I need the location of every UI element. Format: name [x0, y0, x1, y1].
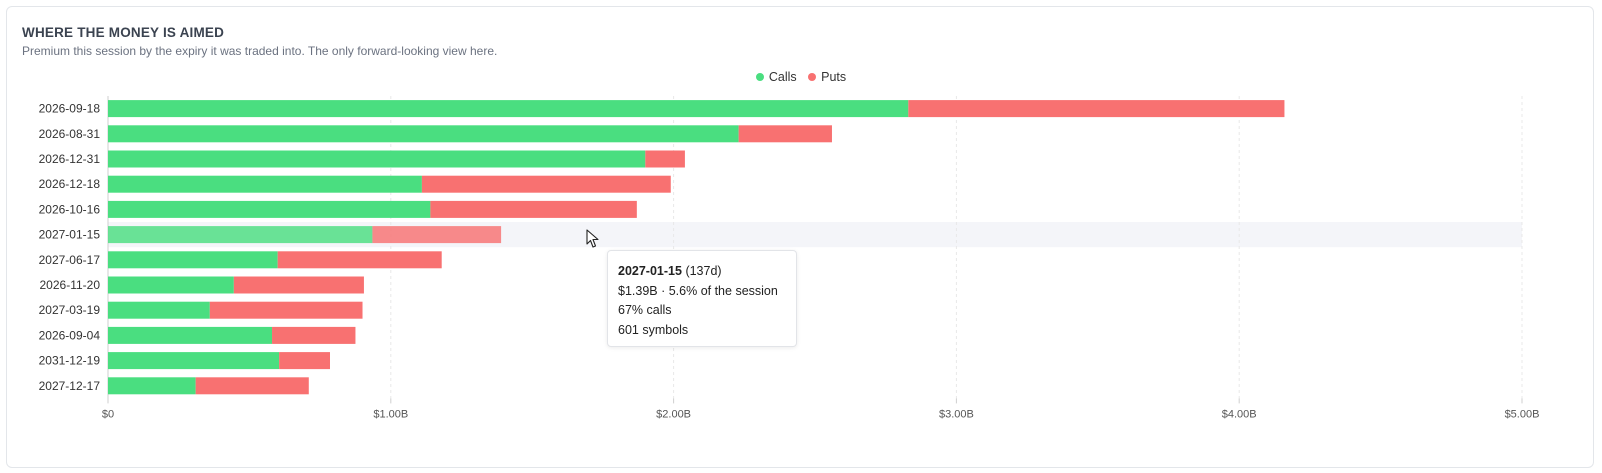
tooltip-symbols: 601 symbols	[618, 322, 689, 337]
legend-calls-label: Calls	[768, 70, 797, 84]
tooltip-date: 2027-01-15	[618, 264, 682, 278]
legend-item-calls[interactable]: Calls	[755, 70, 797, 84]
tooltip-days: (137d)	[685, 264, 722, 278]
category-label: 2027-12-17	[39, 379, 101, 393]
bar-calls	[108, 100, 909, 118]
bar-calls	[108, 301, 210, 319]
bar-puts	[272, 326, 356, 344]
bar-puts	[277, 251, 442, 269]
category-label: 2026-12-31	[39, 152, 101, 166]
mouse-cursor-icon	[586, 229, 599, 248]
x-tick-label: $2.00B	[656, 408, 691, 420]
legend-puts-dot	[808, 73, 817, 81]
bar-calls	[108, 276, 234, 294]
x-tick-label: $5.00B	[1505, 408, 1540, 420]
bar-calls	[108, 200, 431, 218]
bar-calls	[108, 352, 280, 370]
bar-puts	[645, 150, 685, 168]
chart-title: WHERE THE MONEY IS AIMED	[22, 25, 225, 40]
bar-puts	[421, 175, 671, 193]
x-tick-label: $3.00B	[939, 408, 974, 420]
x-tick-label: $4.00B	[1222, 408, 1257, 420]
category-label: 2026-10-16	[39, 202, 101, 216]
tooltip-calls-pct: 67% calls	[618, 303, 672, 317]
legend-item-puts[interactable]: Puts	[808, 70, 846, 84]
bar-calls	[108, 251, 278, 269]
bar-calls	[108, 326, 273, 344]
x-tick-label: $0	[102, 408, 114, 420]
bar-calls	[108, 175, 422, 193]
category-label: 2026-09-04	[39, 328, 101, 342]
bar-puts	[233, 276, 364, 294]
bar-calls	[108, 226, 373, 244]
category-label: 2031-12-19	[39, 354, 101, 368]
category-label: 2027-01-15	[39, 228, 101, 242]
category-label: 2026-12-18	[39, 177, 101, 191]
bar-puts	[430, 200, 637, 218]
category-label: 2026-09-18	[39, 102, 101, 116]
category-label: 2027-03-19	[39, 303, 101, 317]
x-tick-label: $1.00B	[373, 408, 408, 420]
bar-calls	[108, 125, 739, 143]
legend-puts-label: Puts	[821, 70, 847, 84]
category-label: 2026-11-20	[40, 278, 101, 292]
bar-puts	[279, 352, 330, 370]
category-label: 2027-06-17	[39, 253, 101, 267]
bar-calls	[108, 150, 646, 168]
tooltip-header: 2027-01-15 (137d)	[618, 262, 786, 282]
bar-puts	[209, 301, 363, 319]
chart-legend: Calls Puts	[0, 70, 1602, 84]
chart-subtitle: Premium this session by the expiry it wa…	[22, 44, 498, 58]
chart-tooltip: 2027-01-15 (137d) $1.39B · 5.6% of the s…	[607, 250, 797, 347]
bar-puts	[738, 125, 832, 143]
bar-puts	[908, 100, 1285, 118]
bar-calls	[108, 377, 196, 395]
legend-calls-dot	[755, 73, 764, 81]
bar-puts	[195, 377, 309, 395]
bar-puts	[372, 226, 502, 244]
category-label: 2026-08-31	[39, 127, 101, 141]
tooltip-premium: $1.39B · 5.6% of the session	[618, 283, 778, 298]
